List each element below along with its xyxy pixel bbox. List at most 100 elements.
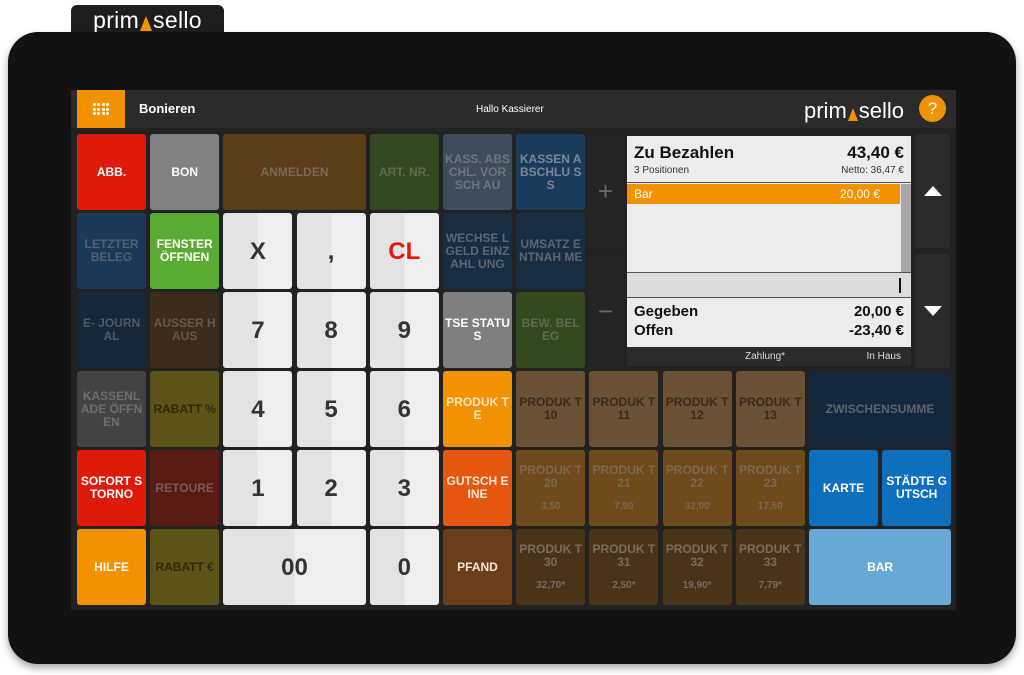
zwischensumme-button[interactable]: ZWISCHENSUMME (809, 371, 952, 447)
product-price: 7,90 (614, 500, 634, 512)
keypad-label: 00 (281, 553, 308, 581)
button-label: SOFORT STORNO (80, 474, 143, 501)
keypad-label: 2 (324, 474, 338, 502)
button-label: BON (171, 164, 199, 179)
kassenabschluss-button[interactable]: KASSEN ABSCHLU SS (516, 134, 586, 210)
wechselgeld-einzahlung-button[interactable]: WECHSE LGELD EINZAHL UNG (443, 213, 512, 289)
keypad-7-button[interactable]: 7 (223, 292, 293, 368)
user-greeting: Hallo Kassierer (476, 104, 544, 115)
help-button[interactable]: ? (919, 95, 946, 122)
rabatt-prozent-button[interactable]: RABATT % (150, 371, 220, 447)
quantity-plus-button[interactable]: + (588, 134, 623, 248)
keypad-label: X (249, 237, 266, 265)
keypad-5-button[interactable]: 5 (296, 371, 366, 447)
payment-method: Bar (634, 187, 653, 201)
product-price: 32,70* (536, 579, 566, 591)
produkt-23-button[interactable]: PRODUK T 23 17,50 (735, 450, 805, 526)
keypad-label: 6 (397, 395, 411, 423)
produkt-10-button[interactable]: PRODUK T 10 (516, 371, 586, 447)
keypad-4-button[interactable]: 4 (223, 371, 293, 447)
given-label: Gegeben (634, 303, 699, 320)
positions-count: 3 Positionen (634, 165, 690, 176)
payment-list[interactable]: Bar 20,00 € (627, 184, 911, 272)
produkt-22-button[interactable]: PRODUK T 22 32,00 (662, 450, 732, 526)
keypad-x-button[interactable]: X (223, 213, 293, 289)
keypad-2-button[interactable]: 2 (296, 450, 366, 526)
tse-status-button[interactable]: TSE STATUS (443, 292, 512, 368)
payment-line[interactable]: Bar 20,00 € (627, 184, 900, 204)
receipt-status-bar: Zahlung* In Haus (627, 347, 911, 366)
open-value: -23,40 € (848, 322, 904, 339)
button-label: PRODUK T 31 (592, 541, 656, 569)
anmelden-button[interactable]: ANMELDEN (223, 134, 366, 210)
pfand-button[interactable]: PFAND (443, 529, 512, 605)
art-nr-button[interactable]: ART. NR. (369, 134, 439, 210)
brand-logo-left: prim (93, 6, 140, 33)
kassenlade-oeffnen-button[interactable]: KASSENL ADE ÖFFNEN (77, 371, 146, 447)
given-value: 20,00 € (853, 303, 904, 320)
umsatz-entnahme-button[interactable]: UMSATZ ENTNAH ME (516, 213, 586, 289)
produkt-33-button[interactable]: PRODUK T 33 7,79* (735, 529, 805, 605)
letzter-beleg-button[interactable]: LETZTER BELEG (77, 213, 146, 289)
button-label: KARTE (822, 480, 865, 495)
produkt-12-button[interactable]: PRODUK T 12 (662, 371, 732, 447)
button-label: RABATT € (155, 559, 214, 574)
keypad-cl-button[interactable]: CL (369, 213, 439, 289)
produkt-30-button[interactable]: PRODUK T 30 32,70* (516, 529, 586, 605)
scroll-down-button[interactable] (915, 254, 950, 368)
keypad-1-button[interactable]: 1 (223, 450, 293, 526)
keypad-comma-button[interactable]: , (296, 213, 366, 289)
gutscheine-button[interactable]: GUTSCH EINE (443, 450, 512, 526)
keypad-3-button[interactable]: 3 (369, 450, 439, 526)
produkt-13-button[interactable]: PRODUK T 13 (735, 371, 805, 447)
amount-input[interactable] (627, 272, 911, 298)
karte-button[interactable]: KARTE (809, 450, 878, 526)
keypad-9-button[interactable]: 9 (369, 292, 439, 368)
button-label: RETOURE (155, 480, 214, 495)
staedte-gutsch-button[interactable]: STÄDTE GUTSCH (882, 450, 952, 526)
button-label: PRODUK T 33 (738, 541, 802, 569)
triangle-up-icon (923, 186, 942, 196)
header-bar: Bonieren Hallo Kassierer prim sello ? (71, 90, 956, 128)
header-logo: prim sello (804, 98, 904, 124)
menu-button[interactable] (77, 90, 125, 128)
abb-button[interactable]: ABB. (77, 134, 146, 210)
hilfe-button[interactable]: HILFE (77, 529, 146, 605)
bar-button[interactable]: BAR (809, 529, 952, 605)
produkt-11-button[interactable]: PRODUK T 11 (589, 371, 659, 447)
amount-due-value: 43,40 € (847, 143, 904, 162)
sofort-storno-button[interactable]: SOFORT STORNO (77, 450, 146, 526)
keypad-6-button[interactable]: 6 (369, 371, 439, 447)
button-label: RABATT % (153, 401, 216, 416)
keypad-00-button[interactable]: 00 (223, 529, 366, 605)
fenster-oeffnen-button[interactable]: FENSTER ÖFFNEN (150, 213, 220, 289)
bew-beleg-button[interactable]: BEW. BELEG (516, 292, 586, 368)
payment-list-scrollbar[interactable] (901, 184, 911, 272)
retoure-button[interactable]: RETOURE (150, 450, 220, 526)
triangle-down-icon (923, 306, 942, 316)
produkt-20-button[interactable]: PRODUK T 20 3,50 (516, 450, 586, 526)
produkt-21-button[interactable]: PRODUK T 21 7,90 (589, 450, 659, 526)
logo-accent-icon (847, 108, 858, 121)
header-logo-right: sello (858, 98, 905, 123)
button-label: PRODUK T 23 (738, 462, 802, 490)
scroll-up-button[interactable] (915, 134, 950, 248)
quantity-minus-button[interactable]: − (588, 254, 623, 368)
keypad-label: 0 (397, 553, 411, 581)
button-label: LETZTER BELEG (84, 237, 139, 264)
bon-button[interactable]: BON (150, 134, 220, 210)
payment-amount: 20,00 € (839, 187, 880, 201)
produkt-32-button[interactable]: PRODUK T 32 19,90* (662, 529, 732, 605)
kass-abschl-vorschau-button[interactable]: KASS. ABSCHL. VORSCH AU (443, 134, 512, 210)
keypad-0-button[interactable]: 0 (369, 529, 439, 605)
pos-screen: Bonieren Hallo Kassierer prim sello ? ABB… (71, 90, 956, 610)
ausser-haus-button[interactable]: AUSSER HAUS (150, 292, 220, 368)
e-journal-button[interactable]: E- JOURNAL (77, 292, 146, 368)
rabatt-euro-button[interactable]: RABATT € (150, 529, 220, 605)
keypad-8-button[interactable]: 8 (296, 292, 366, 368)
produkte-button[interactable]: PRODUK TE (443, 371, 512, 447)
button-label: WECHSE LGELD EINZAHL UNG (445, 230, 510, 271)
produkt-31-button[interactable]: PRODUK T 31 2,50* (589, 529, 659, 605)
keypad-label: CL (388, 237, 421, 265)
product-price: 17,50 (757, 500, 783, 512)
